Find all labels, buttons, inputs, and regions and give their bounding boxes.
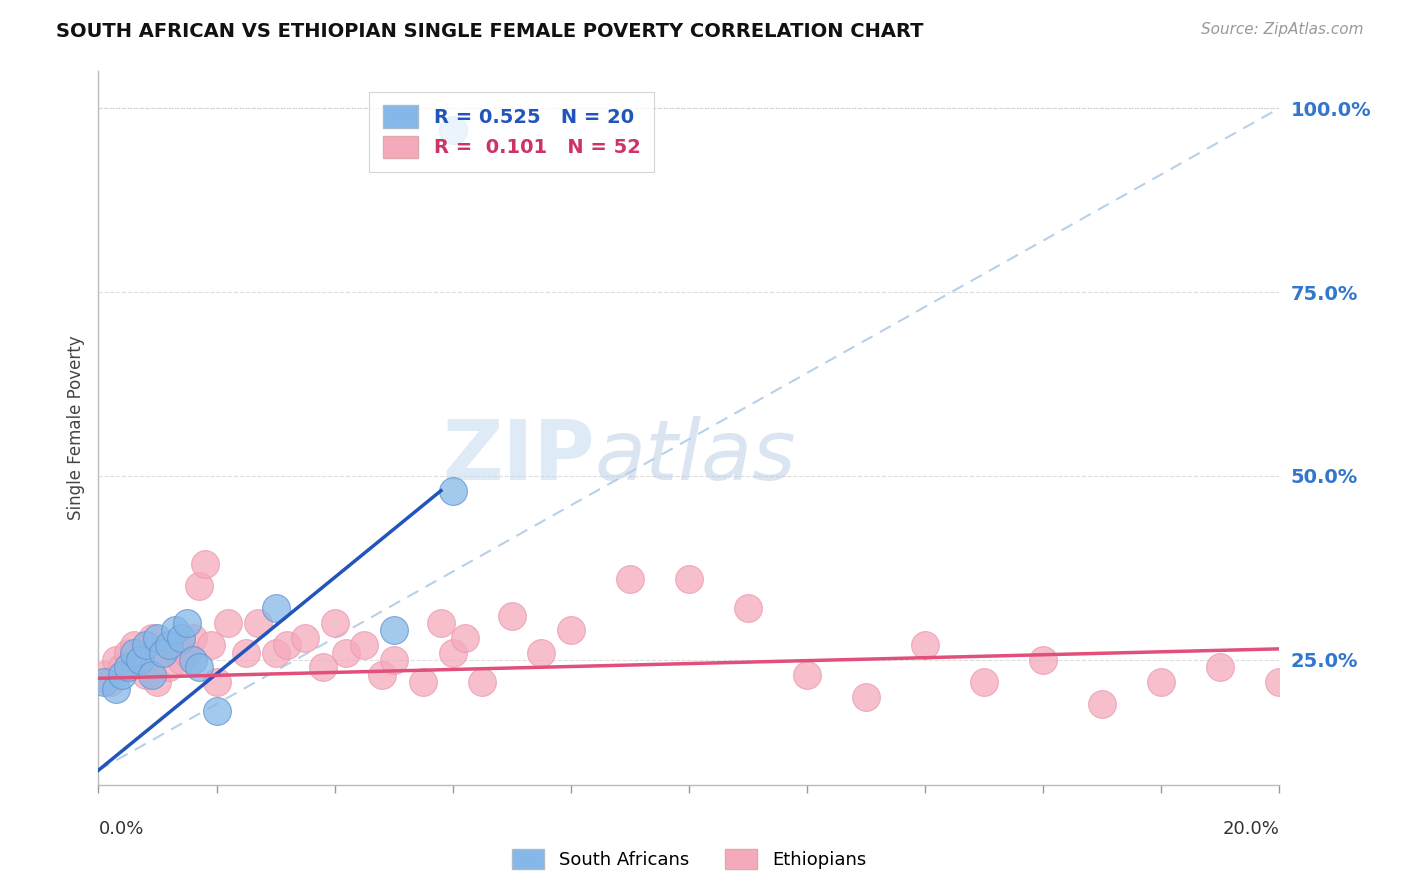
Point: [141, 667, 163, 681]
Text: 20.0%: 20.0%: [1223, 820, 1279, 838]
Point: [205, 675, 228, 690]
Text: ZIP: ZIP: [441, 417, 595, 497]
Point: [441, 646, 464, 660]
Point: [914, 638, 936, 652]
Point: [217, 616, 239, 631]
Point: [530, 646, 553, 660]
Point: [678, 572, 700, 586]
Point: [187, 660, 209, 674]
Point: [165, 638, 187, 652]
Point: [235, 646, 257, 660]
Point: [181, 653, 204, 667]
Point: [111, 660, 134, 674]
Point: [93, 667, 115, 681]
Point: [170, 653, 193, 667]
Point: [205, 705, 228, 719]
Point: [135, 667, 157, 681]
Point: [105, 682, 128, 697]
Legend: South Africans, Ethiopians: South Africans, Ethiopians: [503, 839, 875, 879]
Point: [1268, 675, 1291, 690]
Point: [619, 572, 641, 586]
Point: [176, 646, 198, 660]
Point: [141, 631, 163, 645]
Point: [264, 601, 287, 615]
Point: [157, 660, 180, 674]
Legend: R = 0.525   N = 20, R =  0.101   N = 52: R = 0.525 N = 20, R = 0.101 N = 52: [370, 92, 654, 171]
Point: [412, 675, 434, 690]
Point: [146, 675, 169, 690]
Point: [93, 675, 115, 690]
Point: [353, 638, 375, 652]
Point: [187, 579, 209, 593]
Point: [382, 624, 405, 638]
Point: [501, 608, 523, 623]
Point: [105, 653, 128, 667]
Point: [276, 638, 298, 652]
Point: [560, 624, 582, 638]
Point: [737, 601, 759, 615]
Point: [135, 638, 157, 652]
Point: [855, 690, 877, 704]
Point: [122, 646, 145, 660]
Point: [441, 483, 464, 498]
Point: [98, 675, 121, 690]
Point: [430, 616, 453, 631]
Point: [111, 667, 134, 681]
Point: [246, 616, 269, 631]
Point: [312, 660, 335, 674]
Point: [170, 631, 193, 645]
Point: [1032, 653, 1054, 667]
Point: [122, 638, 145, 652]
Y-axis label: Single Female Poverty: Single Female Poverty: [66, 336, 84, 520]
Point: [471, 675, 494, 690]
Text: SOUTH AFRICAN VS ETHIOPIAN SINGLE FEMALE POVERTY CORRELATION CHART: SOUTH AFRICAN VS ETHIOPIAN SINGLE FEMALE…: [56, 22, 924, 41]
Point: [453, 631, 475, 645]
Point: [176, 616, 198, 631]
Point: [117, 646, 139, 660]
Point: [1150, 675, 1173, 690]
Text: 0.0%: 0.0%: [98, 820, 143, 838]
Point: [181, 631, 204, 645]
Point: [152, 646, 174, 660]
Point: [117, 660, 139, 674]
Point: [294, 631, 316, 645]
Point: [323, 616, 346, 631]
Point: [441, 123, 464, 137]
Point: [1209, 660, 1232, 674]
Point: [200, 638, 222, 652]
Point: [152, 646, 174, 660]
Point: [335, 646, 357, 660]
Text: atlas: atlas: [595, 417, 796, 497]
Point: [371, 667, 394, 681]
Point: [146, 631, 169, 645]
Point: [1091, 697, 1114, 711]
Point: [382, 653, 405, 667]
Point: [165, 624, 187, 638]
Point: [128, 653, 150, 667]
Point: [194, 558, 217, 572]
Point: [264, 646, 287, 660]
Point: [796, 667, 818, 681]
Point: [128, 653, 150, 667]
Point: [157, 638, 180, 652]
Text: Source: ZipAtlas.com: Source: ZipAtlas.com: [1201, 22, 1364, 37]
Point: [973, 675, 995, 690]
